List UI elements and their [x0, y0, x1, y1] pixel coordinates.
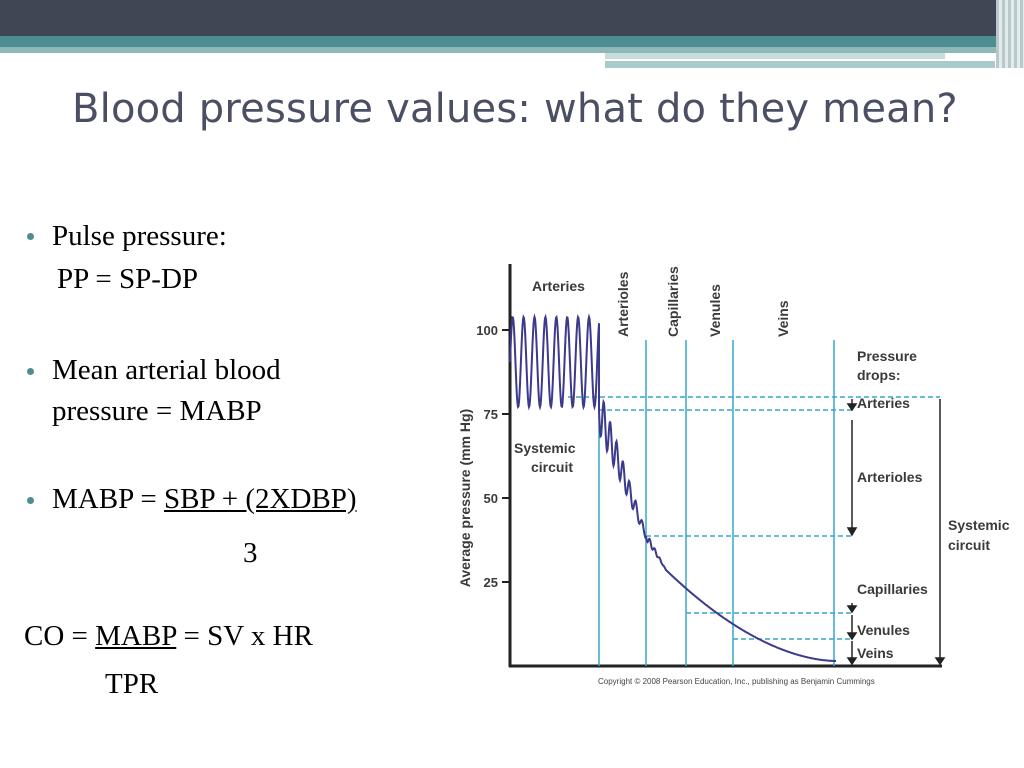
header-decoration — [996, 0, 1024, 68]
y-axis-label: Average pressure (mm Hg) — [457, 409, 473, 587]
drop-arrows — [846, 399, 946, 666]
mabp-formula-prefix: MABP = — [52, 483, 164, 515]
pressure-diagram: 100 75 50 25 Average pressure (mm Hg) Ar… — [457, 264, 1010, 686]
inside-label-line1: Systemic — [514, 440, 576, 456]
pulse-pressure-formula: PP = SP-DP — [57, 263, 199, 295]
header-bar — [0, 0, 1024, 36]
y-tick-label: 50 — [484, 491, 498, 506]
mabp-formula-denominator: 3 — [243, 537, 258, 569]
vessel-label-arterioles: Arterioles — [615, 271, 631, 337]
header-accent-bar — [0, 36, 1024, 47]
header-accent-bar-light — [0, 47, 1000, 53]
vessel-label-arteries: Arteries — [532, 278, 585, 294]
pressure-curve — [509, 313, 836, 662]
drop-label-arteries: Arteries — [857, 395, 910, 411]
mabp-label-line1: Mean arterial blood — [52, 354, 281, 386]
vessel-label-venules: Venules — [707, 284, 723, 337]
systemic-label-line2: circuit — [948, 537, 990, 553]
mabp-formula-numerator: SBP + (2XDBP) — [163, 483, 357, 515]
pulse-pressure-label: Pulse pressure: — [52, 220, 227, 252]
co-formula-suffix: = SV x HR — [176, 620, 313, 652]
slide-title: Blood pressure values: what do they mean… — [72, 86, 958, 132]
bullet-dot — [27, 233, 34, 240]
drop-label-veins: Veins — [857, 645, 894, 661]
mabp-label-line2: pressure = MABP — [52, 395, 262, 427]
vessel-label-capillaries: Capillaries — [665, 266, 681, 337]
pressure-drop-guides — [568, 396, 940, 640]
co-formula-denominator: TPR — [105, 668, 159, 700]
mabp-formula: MABP = SBP + (2XDBP) — [52, 481, 357, 517]
y-tick-label: 75 — [484, 407, 498, 422]
copyright-text: Copyright © 2008 Pearson Education, Inc.… — [598, 677, 875, 686]
header-strip — [605, 53, 945, 59]
pressure-figure: 100 75 50 25 Average pressure (mm Hg) Ar… — [448, 240, 1024, 700]
header-strip — [605, 61, 995, 68]
bullet-dot — [27, 368, 34, 375]
inside-label-line2: circuit — [531, 459, 573, 475]
systemic-label-line1: Systemic — [948, 517, 1010, 533]
drop-label-venules: Venules — [857, 622, 910, 638]
co-formula: CO = MABP = SV x HR — [24, 618, 313, 654]
co-formula-prefix: CO = — [24, 620, 96, 652]
y-tick-label: 25 — [484, 575, 498, 590]
co-formula-numerator: MABP — [95, 620, 177, 652]
drop-label-arterioles: Arterioles — [857, 469, 923, 485]
vessel-label-veins: Veins — [775, 300, 791, 337]
y-tick-label: 100 — [476, 323, 498, 338]
pressure-drops-title-line2: drops: — [857, 367, 901, 383]
drop-label-capillaries: Capillaries — [857, 581, 928, 597]
bullet-dot — [27, 497, 34, 504]
pressure-drops-title-line1: Pressure — [857, 348, 917, 364]
